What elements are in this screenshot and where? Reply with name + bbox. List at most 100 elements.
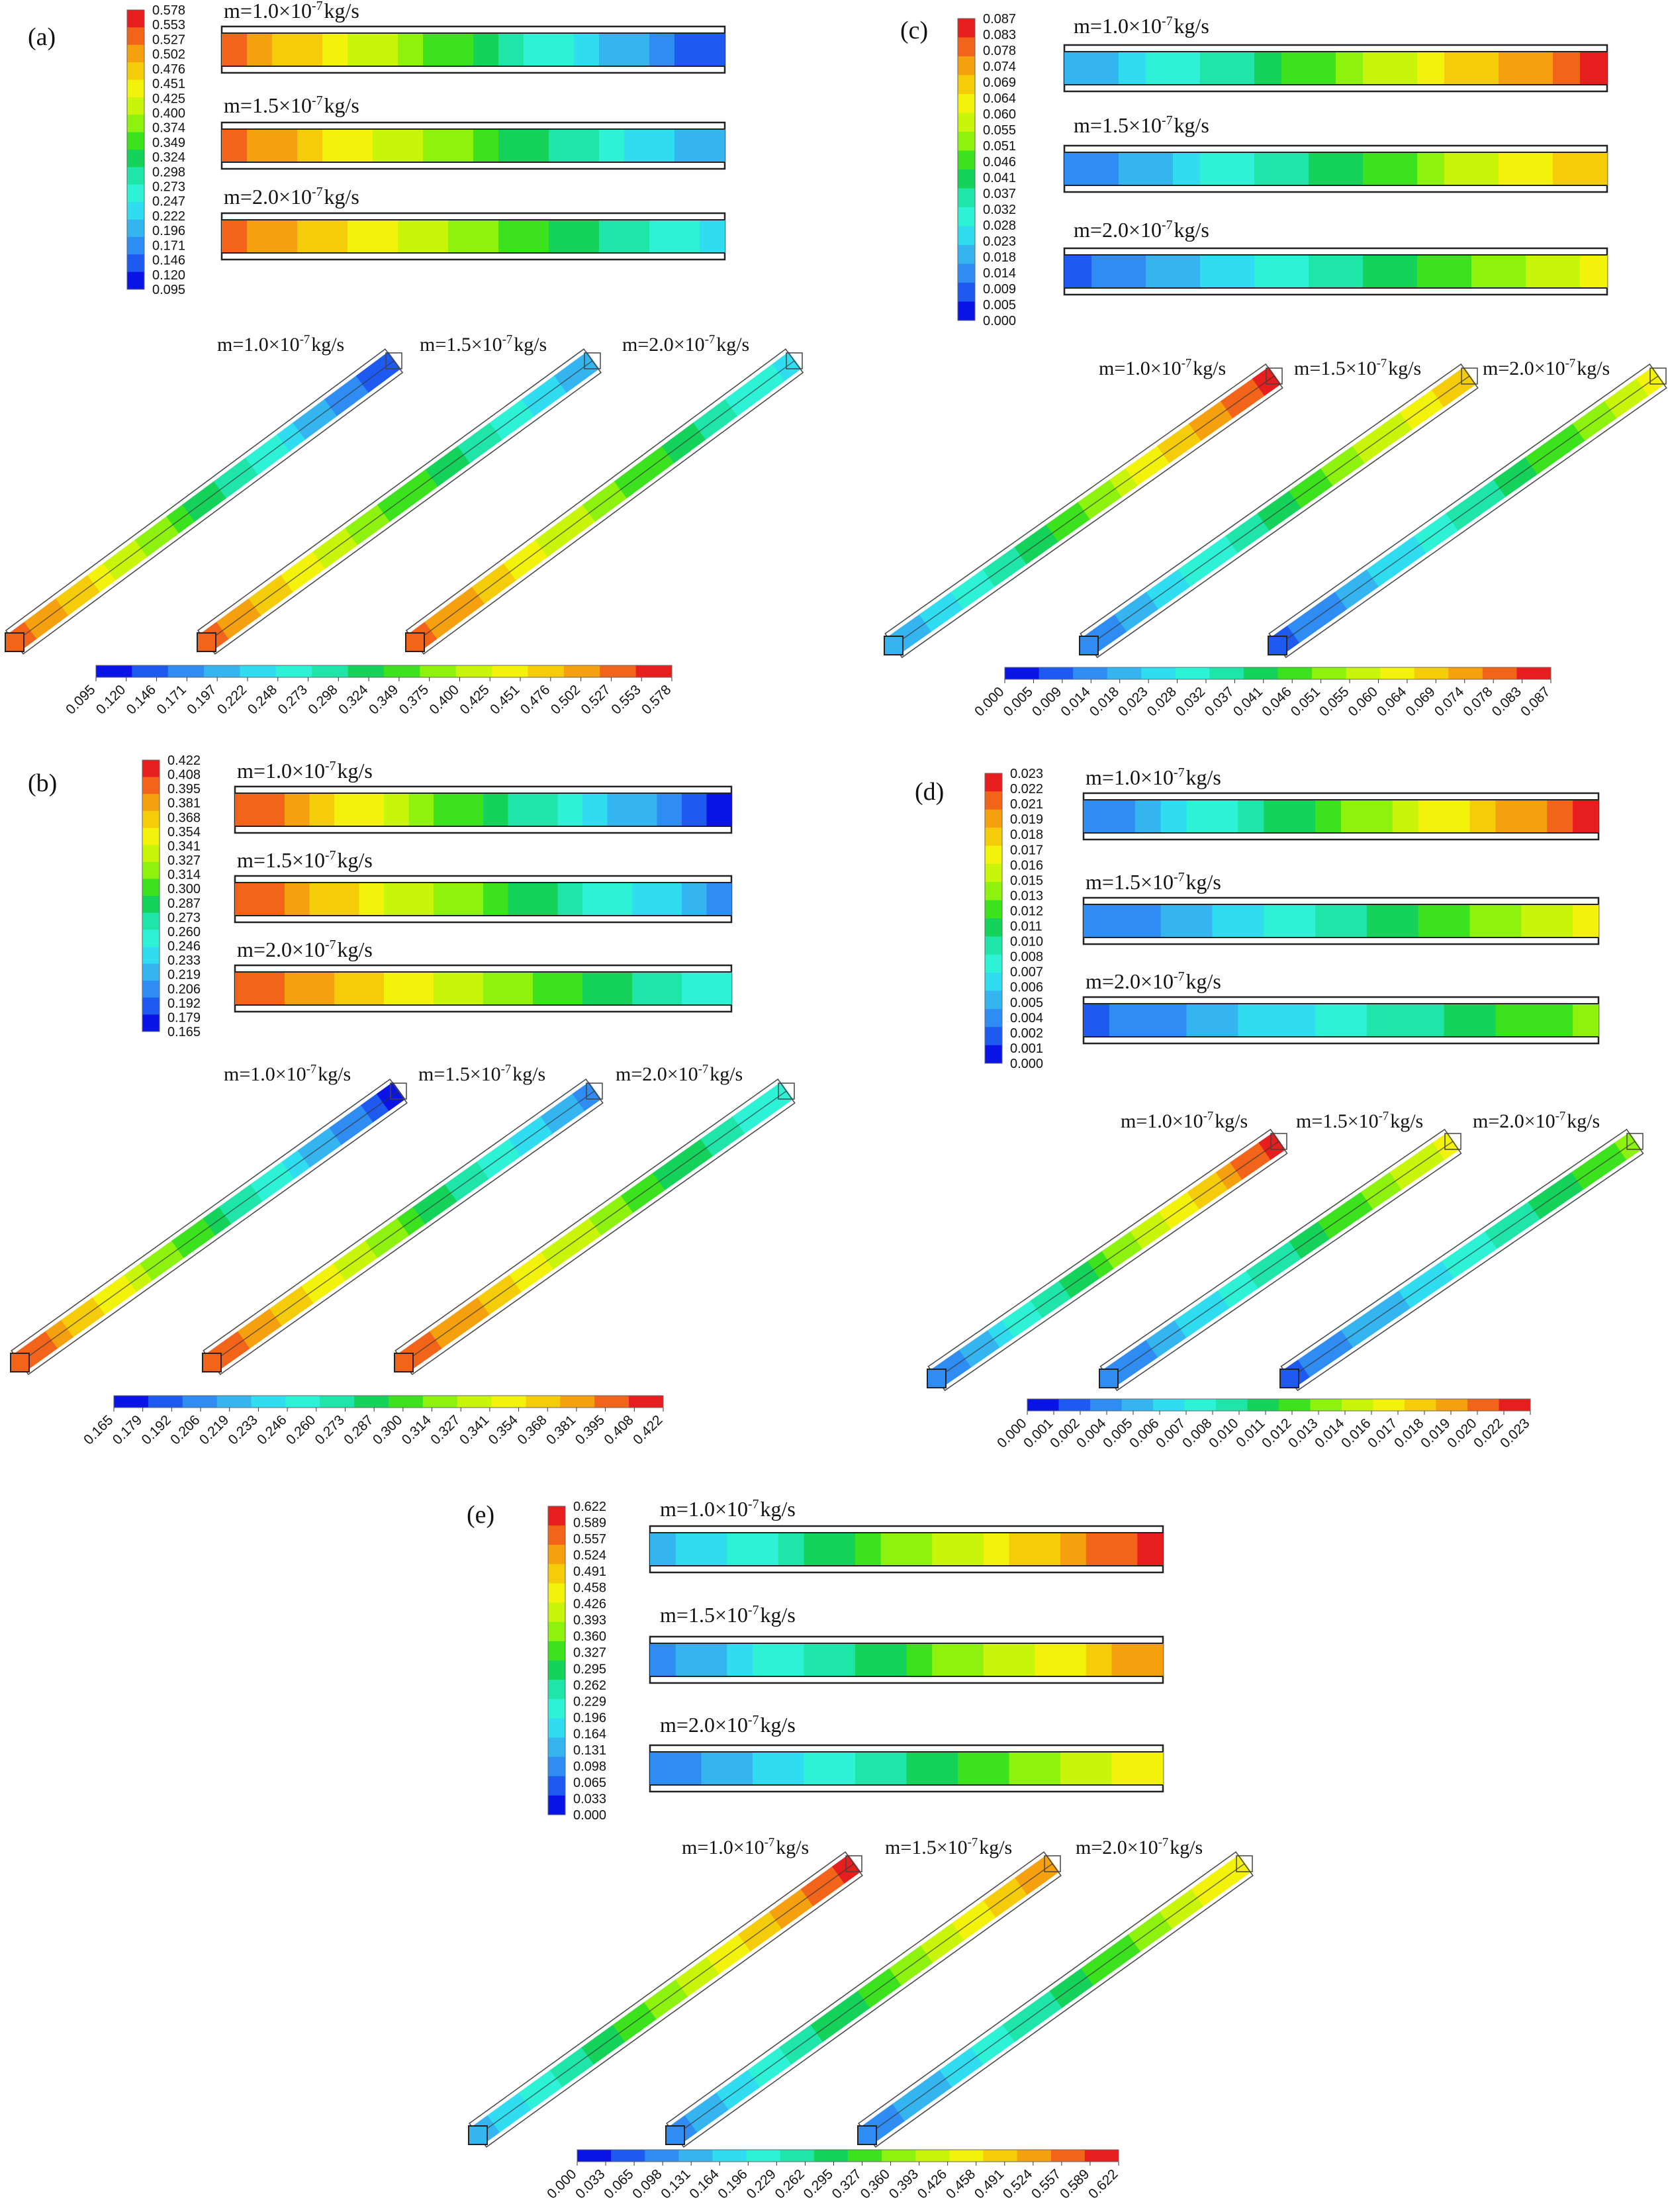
- scale-swatch: [985, 882, 1002, 901]
- scale-value: 0.065: [573, 1776, 606, 1790]
- contour-cell: [932, 1752, 958, 1785]
- contour-cell: [1499, 52, 1526, 85]
- contour-cell: [1146, 52, 1174, 85]
- contour-cell: [498, 129, 524, 162]
- scale-value: 0.018: [1010, 828, 1043, 842]
- colorbar-tick-label: 0.273: [275, 682, 310, 717]
- contour-cell: [701, 1643, 727, 1676]
- contour-cell: [829, 1752, 856, 1785]
- contour-cell: [650, 1752, 676, 1785]
- colorbar-tick-label: 0.425: [457, 682, 492, 717]
- contour-cell: [1160, 904, 1187, 938]
- contour-cell: [1366, 800, 1393, 833]
- colorbar-frame: [1027, 1398, 1531, 1412]
- colorbar-swatch: [746, 2150, 781, 2162]
- contour-cell: [408, 972, 434, 1005]
- contour-cell: [483, 883, 509, 916]
- colorbar-swatch: [1141, 667, 1176, 679]
- contour-cell: [632, 883, 658, 916]
- colorbar-swatch: [348, 665, 385, 677]
- scale-value: 0.374: [152, 121, 185, 136]
- colorbar-swatch: [882, 2150, 916, 2162]
- contour-cell: [1212, 800, 1238, 833]
- contour-cell: [727, 1643, 753, 1676]
- colorbar-swatch: [354, 1396, 389, 1408]
- scale-value: 0.006: [1010, 981, 1043, 995]
- colorbar-swatch: [1380, 667, 1415, 679]
- scale-swatch: [142, 981, 160, 998]
- contour-cell: [1471, 255, 1499, 288]
- colorbar-swatch: [1073, 667, 1108, 679]
- colorbar-tick-label: 0.095: [63, 682, 98, 717]
- contour-cell: [1091, 152, 1119, 185]
- colorbar-tick-label: 0.146: [124, 682, 159, 717]
- case-label: m=2.0×10-7kg/s: [1473, 1110, 1600, 1132]
- tube-inlet-cap: [927, 1369, 947, 1388]
- scale-value: 0.021: [1010, 797, 1043, 812]
- contour-cell: [983, 1643, 1010, 1676]
- scale-swatch: [958, 245, 975, 264]
- scale-swatch: [127, 132, 144, 150]
- scale-value: 0.012: [1010, 904, 1043, 918]
- colorbar-tick-label: 0.393: [886, 2166, 921, 2201]
- contour-cell: [958, 1533, 984, 1566]
- scale-swatch: [958, 264, 975, 283]
- colorbar-tick-label: 0.051: [1288, 684, 1323, 719]
- scale-swatch: [548, 1545, 565, 1564]
- contour-cell: [932, 1533, 958, 1566]
- contour-cell: [1417, 52, 1445, 85]
- scale-value: 0.381: [167, 796, 201, 811]
- contour-cell: [1119, 152, 1146, 185]
- contour-cell: [1309, 152, 1336, 185]
- contour-cell: [398, 33, 424, 66]
- colorbar-swatch: [629, 1396, 664, 1408]
- colorbar-tick-label: 0.327: [829, 2166, 864, 2201]
- scale-value: 0.219: [167, 968, 201, 983]
- scale-swatch: [142, 810, 160, 828]
- colorbar-tick-label: 0.262: [772, 2166, 808, 2201]
- tube-outlet-cap: [1444, 1133, 1461, 1150]
- scale-swatch: [127, 97, 144, 115]
- contour-cell: [1009, 1643, 1035, 1676]
- case-label: m=2.0×10-7kg/s: [237, 938, 373, 961]
- panel-label: (d): [915, 778, 944, 806]
- scale-value: 0.557: [573, 1532, 606, 1547]
- scale-value: 0.524: [573, 1549, 606, 1563]
- contour-cell: [706, 972, 732, 1005]
- case-label: m=2.0×10-7kg/s: [660, 1713, 796, 1737]
- colorbar-swatch: [645, 2150, 679, 2162]
- case-label: m=1.5×10-7kg/s: [224, 93, 359, 117]
- contour-cell: [1469, 800, 1496, 833]
- contour-cell: [408, 793, 434, 826]
- contour-cell: [458, 883, 484, 916]
- scale-swatch: [548, 1621, 565, 1642]
- scale-swatch: [958, 188, 975, 208]
- tube-inlet-cap: [884, 636, 904, 655]
- contour-cell: [458, 972, 484, 1005]
- case-label: m=1.5×10-7kg/s: [1294, 357, 1421, 379]
- contour-cell: [1573, 800, 1599, 833]
- colorbar-tick-label: 0.009: [1029, 684, 1064, 719]
- scale-value: 0.425: [152, 91, 185, 106]
- colorbar-tick-label: 0.557: [1029, 2166, 1064, 2201]
- colorbar-swatch: [204, 665, 240, 677]
- scale-swatch: [985, 809, 1002, 828]
- contour-cell: [1086, 1643, 1113, 1676]
- scale-swatch: [142, 794, 160, 812]
- colorbar-tick-label: 0.476: [518, 682, 553, 717]
- colorbar-tick-label: 0.502: [548, 682, 583, 717]
- tube-edge: [1108, 1141, 1454, 1379]
- scale-swatch: [985, 990, 1002, 1010]
- contour-cell: [1264, 1004, 1290, 1037]
- colorbar-tick-label: 0.295: [801, 2166, 836, 2201]
- contour-cell: [855, 1643, 882, 1676]
- tube-inlet-cap: [1099, 1369, 1119, 1388]
- colorbar-tick-label: 0.222: [214, 682, 250, 717]
- contour-cell: [1186, 1004, 1213, 1037]
- contour-cell: [549, 33, 575, 66]
- scale-swatch: [958, 132, 975, 151]
- colorbar-tick-label: 0.041: [1230, 684, 1266, 719]
- scale-swatch: [127, 150, 144, 168]
- colorbar-swatch: [96, 665, 132, 677]
- scale-swatch: [985, 936, 1002, 955]
